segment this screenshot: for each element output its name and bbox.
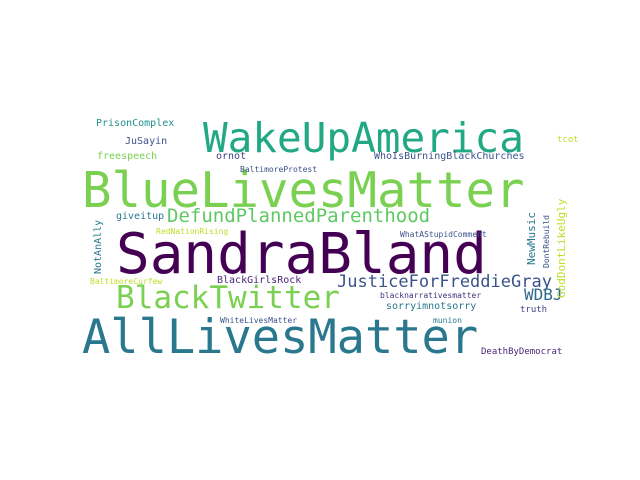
word-goddontlikeugly: GodDontLikeUgly	[555, 198, 568, 298]
word-baltimoreprotest: BaltimoreProtest	[240, 165, 318, 174]
word-whitelivesmatter: WhiteLivesMatter	[220, 316, 298, 325]
word-giveitup: giveitup	[116, 211, 165, 222]
word-wdbj: WDBJ	[524, 285, 563, 304]
word-wakeupamerica: WakeUpAmerica	[203, 114, 524, 162]
word-whatastupidcomment: WhatAStupidComment	[400, 230, 487, 239]
word-freespeech: freespeech	[97, 151, 158, 162]
word-sandrabland: SandraBland	[116, 222, 487, 287]
word-ornot: ornot	[216, 151, 247, 162]
word-blackgirlsrock: BlackGirlsRock	[217, 275, 302, 286]
word-newmusic: NewMusic	[525, 212, 538, 265]
word-sorryimnotsorry: sorryimnotsorry	[386, 301, 477, 312]
word-defundplannedparenthood: DefundPlannedParenthood	[167, 205, 431, 227]
word-alllivesmatter: AllLivesMatter	[82, 310, 479, 365]
word-baltimorecurfew: BaltimoreCurfew	[90, 277, 163, 286]
word-notanally: NotAnAlly	[93, 219, 104, 274]
word-dontrebuild: DontRebuild	[542, 215, 551, 268]
word-bluelivesmatter: BlueLivesMatter	[82, 162, 525, 219]
word-deathbydemocrat: DeathByDemocrat	[481, 347, 563, 357]
word-prisoncomplex: PrisonComplex	[96, 118, 175, 129]
word-justiceforfreddiegray: JusticeForFreddieGray	[337, 272, 552, 292]
word-truth: truth	[520, 305, 548, 315]
word-munion: munion	[433, 316, 462, 325]
word-blacktwitter: BlackTwitter	[116, 280, 340, 316]
word-tcot: tcot	[557, 135, 579, 145]
word-blacknarrativesmatter: blacknarrativesmatter	[380, 291, 482, 300]
word-jusayin: JuSayin	[125, 136, 168, 147]
word-rednationrising: RedNationRising	[156, 227, 229, 236]
word-whoisburningblackchurches: WhoIsBurningBlackChurches	[374, 151, 525, 162]
